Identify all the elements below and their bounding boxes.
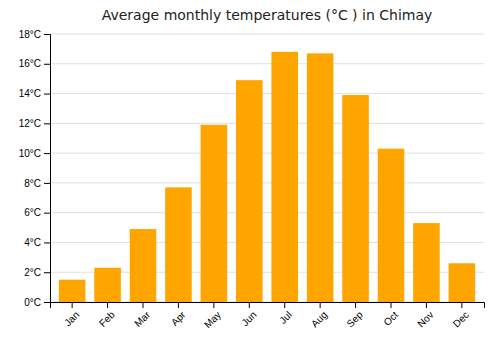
tick-label: 18°C (19, 29, 41, 40)
tick-mark (44, 272, 50, 273)
tick: 2°C (24, 267, 50, 278)
plot: 0°C 2°C 4°C 6°C 8°C 10°C 12°C 14°C 16°C 18°C Jan Fe… (19, 29, 485, 331)
tick: 18°C (19, 29, 50, 40)
tick-mark (461, 302, 462, 308)
tick: Feb (97, 302, 117, 329)
tick-mark (143, 302, 144, 308)
tick: Jun (239, 302, 258, 328)
tick-mark (391, 302, 392, 308)
bar (449, 263, 476, 302)
tick-mark (44, 242, 50, 243)
tick: Apr (169, 302, 188, 328)
tick: Mar (132, 302, 152, 329)
tick: 6°C (24, 207, 50, 218)
tick: 14°C (19, 88, 50, 99)
tick-label: Jan (62, 309, 81, 328)
tick-label: 10°C (19, 148, 41, 159)
tick: Aug (309, 302, 329, 329)
tick-label: 0°C (24, 297, 41, 308)
tick-mark (284, 302, 285, 308)
chart: 0°C 2°C 4°C 6°C 8°C 10°C 12°C 14°C 16°C 18°C Jan Fe… (0, 0, 500, 350)
tick: Jul (277, 302, 294, 326)
axis-domain (51, 303, 485, 309)
tick-label: Nov (415, 309, 435, 329)
tick-mark (355, 302, 356, 308)
tick-label: Dec (451, 309, 471, 329)
grid-line (50, 153, 484, 154)
tick-label: Feb (97, 309, 117, 329)
grid-line (50, 212, 484, 213)
tick-mark (44, 123, 50, 124)
tick: Jan (62, 302, 81, 328)
tick-mark (44, 183, 50, 184)
tick-mark (44, 64, 50, 65)
tick-mark (44, 213, 50, 214)
tick-label: Apr (169, 309, 188, 328)
tick: Sep (344, 302, 365, 329)
tick: Oct (381, 302, 400, 328)
tick-label: 2°C (24, 267, 41, 278)
bar (201, 125, 228, 302)
bar (413, 223, 440, 302)
bar (165, 187, 192, 302)
bar (342, 95, 369, 302)
tick-label: Mar (132, 309, 152, 329)
bar (307, 53, 334, 302)
tick: 12°C (19, 118, 50, 129)
grid-line (50, 123, 484, 124)
tick-mark (44, 34, 50, 35)
tick-label: Oct (381, 309, 400, 328)
tick-label: 6°C (24, 207, 41, 218)
tick: Nov (415, 302, 435, 329)
tick-mark (44, 153, 50, 154)
tick: May (202, 302, 223, 330)
tick-label: Sep (344, 309, 365, 330)
tick-mark (213, 302, 214, 308)
tick-mark (426, 302, 427, 308)
bar (378, 149, 405, 302)
bar (59, 280, 86, 302)
tick-mark (72, 302, 73, 308)
title: Average monthly temperatures (°C ) in Ch… (102, 7, 433, 23)
tick-label: Aug (309, 309, 329, 329)
tick-label: 12°C (19, 118, 41, 129)
x-axis: Jan Feb Mar Apr May Jun Jul Aug Sep Oct Nov Dec (51, 302, 485, 330)
tick-label: 16°C (19, 58, 41, 69)
axis-domain (44, 35, 51, 303)
tick-mark (320, 302, 321, 308)
tick-mark (44, 94, 50, 95)
tick-mark (178, 302, 179, 308)
tick: Dec (451, 302, 471, 329)
tick: 4°C (24, 237, 50, 248)
tick-label: Jun (239, 309, 258, 328)
tick-label: Jul (277, 309, 294, 326)
tick-label: May (202, 309, 223, 330)
bar (94, 268, 121, 302)
grid-line (50, 93, 484, 94)
tick-mark (107, 302, 108, 308)
grid-line (50, 34, 484, 35)
tick-mark (44, 302, 50, 303)
tick: 10°C (19, 148, 50, 159)
grid (50, 34, 484, 302)
tick-label: 8°C (24, 178, 41, 189)
y-axis: 0°C 2°C 4°C 6°C 8°C 10°C 12°C 14°C 16°C 18°C (19, 29, 51, 308)
tick-label: 4°C (24, 237, 41, 248)
tick-label: 14°C (19, 88, 41, 99)
bar (130, 229, 157, 302)
tick: 0°C (24, 297, 50, 308)
bar (236, 80, 263, 302)
grid-line (50, 63, 484, 64)
bar (271, 52, 298, 302)
tick: 8°C (24, 178, 50, 189)
bars (59, 52, 475, 302)
tick-mark (249, 302, 250, 308)
grid-line (50, 182, 484, 183)
tick: 16°C (19, 58, 50, 69)
